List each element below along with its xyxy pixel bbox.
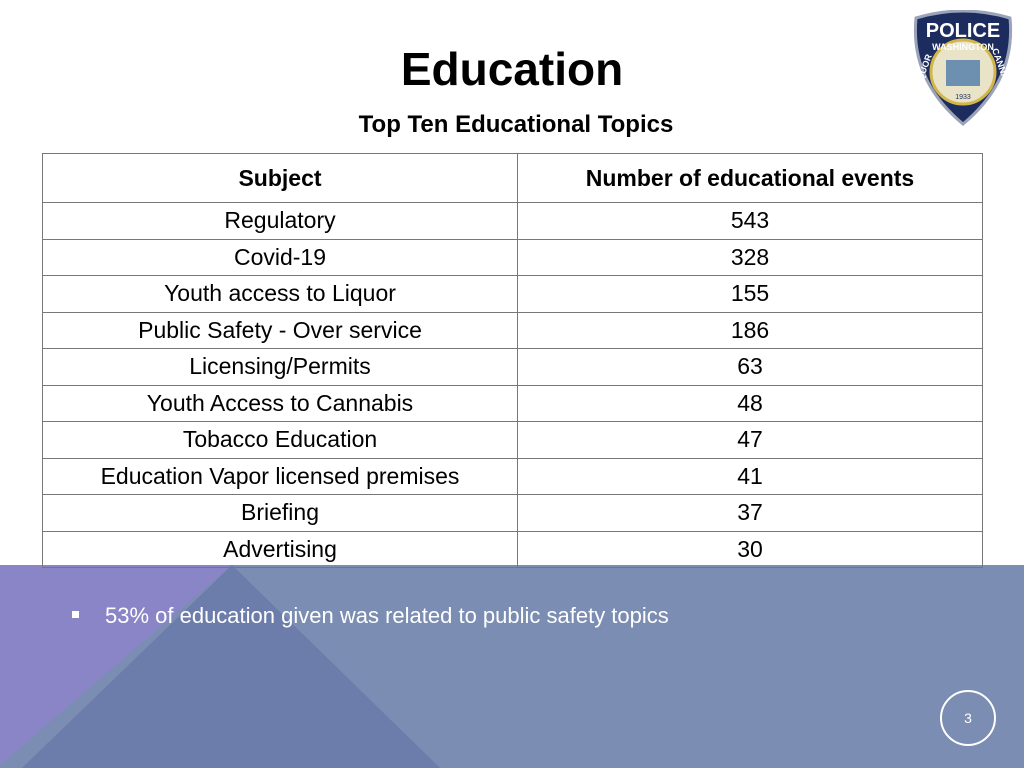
bullet-text: 53% of education given was related to pu… (105, 603, 669, 628)
subject-cell: Youth Access to Cannabis (42, 384, 518, 422)
table-row: Public Safety - Over service 186 (42, 311, 983, 349)
bullet-list: 53% of education given was related to pu… (72, 603, 669, 629)
logo-arc: WASHINGTON (932, 42, 994, 52)
bullet-marker (72, 610, 79, 618)
table-body: Regulatory 543 Covid-19 328 Youth access to … (42, 202, 983, 568)
logo: POLICE WASHINGTON LIQUOR CANNABIS 1933 (912, 10, 1016, 126)
table-row: Education Vapor licensed premises 41 (42, 457, 983, 495)
table: Subject Number of educational events Reg… (42, 153, 983, 568)
logo-top: POLICE (926, 20, 1000, 42)
count-cell: 155 (517, 275, 983, 313)
table-row: Regulatory 543 (42, 202, 983, 240)
count-cell: 63 (517, 348, 983, 386)
subtitle: Top Ten Educational Topics (358, 111, 674, 138)
count-cell: 47 (517, 421, 983, 459)
subject-cell: Youth access to Liquor (42, 275, 518, 313)
page-number: 3 (940, 690, 996, 746)
header-cell: Number of educational events (517, 153, 983, 203)
table-row: Advertising 30 (42, 530, 983, 568)
table-row: Licensing/Permits 63 (42, 348, 983, 386)
subject-cell: Advertising (42, 530, 518, 568)
subject-cell: Public Safety - Over service (42, 311, 518, 349)
table-row: Youth access to Liquor 155 (42, 275, 983, 313)
table-row: Briefing 37 (42, 494, 983, 532)
count-cell: 543 (517, 202, 983, 240)
subject-cell: Licensing/Permits (42, 348, 518, 386)
subject-cell: Tobacco Education (42, 421, 518, 459)
subject-cell: Regulatory (42, 202, 518, 240)
subject-cell: Covid-19 (42, 238, 518, 276)
count-cell: 30 (517, 530, 983, 568)
header-cell: Subject (42, 153, 518, 203)
title: Education (400, 43, 624, 95)
subject-cell: Education Vapor licensed premises (42, 457, 518, 495)
table-row: Youth Access to Cannabis 48 (42, 384, 983, 422)
count-cell: 48 (517, 384, 983, 422)
bullet-item: 53% of education given was related to pu… (72, 603, 669, 629)
count-cell: 37 (517, 494, 983, 532)
table-row: Covid-19 328 (42, 238, 983, 276)
table-row: Tobacco Education 47 (42, 421, 983, 459)
count-cell: 41 (517, 457, 983, 495)
count-cell: 328 (517, 238, 983, 276)
subject-cell: Briefing (42, 494, 518, 532)
background-band (0, 565, 1024, 768)
count-cell: 186 (517, 311, 983, 349)
logo-year: 1933 (955, 94, 971, 101)
header-row: Subject Number of educational events (42, 153, 983, 203)
